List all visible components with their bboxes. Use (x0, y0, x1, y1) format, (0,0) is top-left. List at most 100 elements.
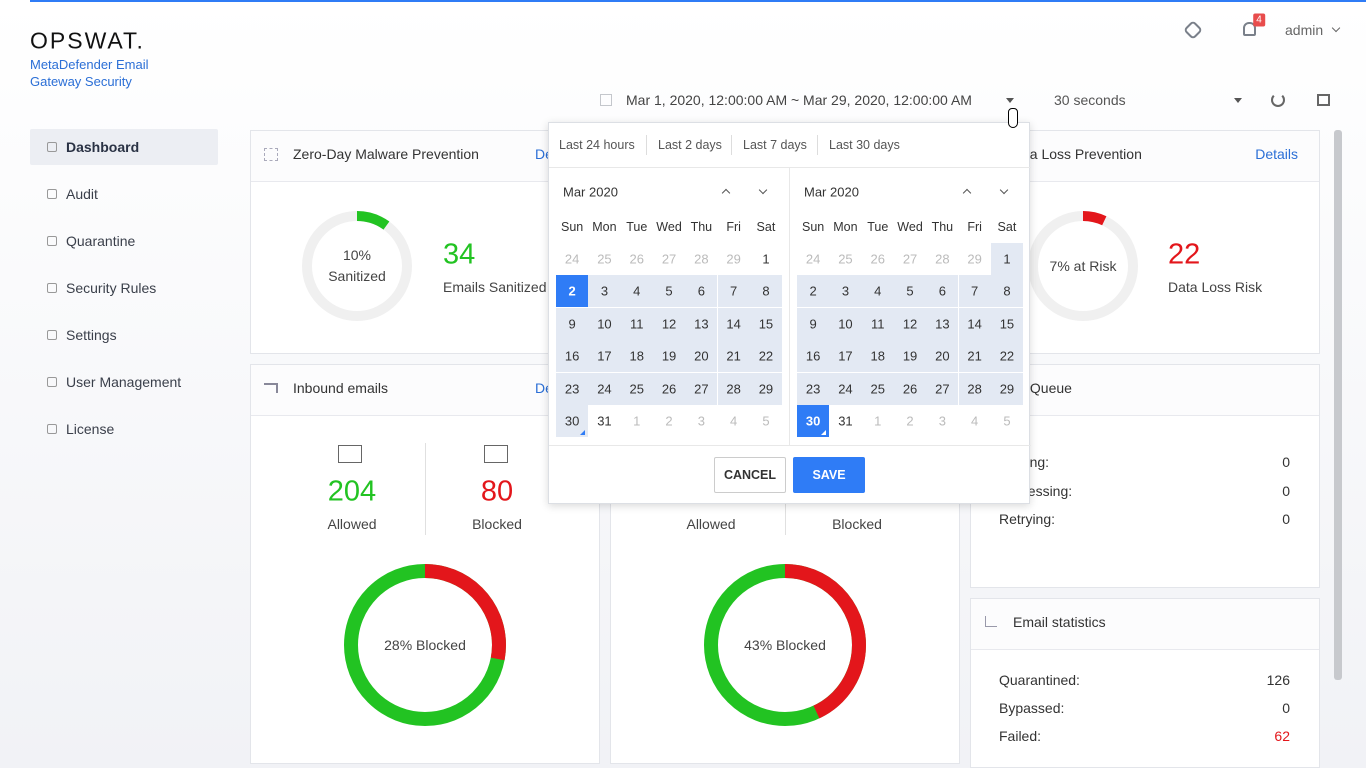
day[interactable]: 11 (871, 316, 885, 332)
day[interactable]: 27 (694, 381, 709, 397)
day[interactable]: 29 (999, 381, 1015, 397)
cancel-label[interactable]: CANCEL (723, 468, 777, 482)
day[interactable]: 27 (661, 251, 677, 267)
save-label[interactable]: SAVE (812, 468, 846, 482)
day[interactable]: 30 (805, 413, 821, 429)
day[interactable]: 22 (758, 348, 774, 364)
day[interactable]: 1 (633, 413, 641, 429)
preset[interactable]: Last 30 days (829, 138, 900, 152)
day[interactable]: 19 (661, 348, 677, 364)
user-menu[interactable]: admin (1285, 22, 1324, 38)
day[interactable]: 29 (967, 251, 982, 267)
day[interactable]: 24 (838, 381, 853, 397)
day[interactable]: 6 (697, 283, 705, 299)
day[interactable]: 10 (597, 316, 612, 332)
day[interactable]: 23 (805, 381, 821, 397)
day[interactable]: 21 (726, 348, 741, 364)
day[interactable]: 4 (633, 283, 641, 299)
day[interactable]: 12 (902, 316, 918, 332)
nav-item[interactable]: Dashboard (66, 139, 140, 155)
day[interactable]: 9 (809, 316, 817, 332)
day[interactable]: 31 (597, 413, 612, 429)
day[interactable]: 5 (762, 413, 770, 429)
day[interactable]: 26 (661, 381, 677, 397)
day[interactable]: 24 (564, 251, 580, 267)
day[interactable]: 4 (971, 413, 979, 429)
day[interactable]: 1 (762, 251, 770, 267)
day[interactable]: 20 (935, 348, 950, 364)
nav-item[interactable]: Security Rules (66, 280, 157, 296)
nav-item[interactable]: License (66, 421, 115, 437)
nav-item[interactable]: Quarantine (66, 233, 136, 249)
day[interactable]: 19 (902, 348, 918, 364)
day[interactable]: 28 (967, 381, 982, 397)
day[interactable]: 14 (726, 316, 741, 332)
day[interactable]: 25 (870, 381, 885, 397)
day[interactable]: 25 (597, 251, 612, 267)
preset[interactable]: Last 2 days (658, 138, 722, 152)
day[interactable]: 29 (726, 251, 741, 267)
day[interactable]: 28 (694, 251, 709, 267)
day[interactable]: 12 (661, 316, 677, 332)
day[interactable]: 27 (902, 251, 918, 267)
day[interactable]: 2 (568, 283, 576, 299)
day[interactable]: 2 (809, 283, 817, 299)
day[interactable]: 25 (629, 381, 644, 397)
day[interactable]: 18 (870, 348, 885, 364)
day[interactable]: 18 (629, 348, 644, 364)
day[interactable]: 28 (935, 251, 950, 267)
save-button[interactable] (793, 457, 865, 493)
day[interactable]: 22 (999, 348, 1015, 364)
day[interactable]: 15 (758, 316, 774, 332)
day[interactable]: 7 (730, 283, 738, 299)
day[interactable]: 16 (805, 348, 821, 364)
day[interactable]: 30 (564, 413, 580, 429)
day[interactable]: 5 (1003, 413, 1011, 429)
day[interactable]: 8 (1003, 283, 1011, 299)
nav-item[interactable]: Audit (66, 186, 98, 202)
day[interactable]: 1 (1003, 251, 1011, 267)
unlink-icon[interactable] (1183, 20, 1203, 40)
next-month[interactable] (999, 185, 1009, 195)
day[interactable]: 17 (838, 348, 853, 364)
day[interactable]: 11 (630, 316, 644, 332)
prev-month[interactable] (962, 188, 972, 198)
cancel-button[interactable] (714, 457, 786, 493)
nav-item[interactable]: Settings (66, 327, 117, 343)
day[interactable]: 3 (600, 283, 609, 299)
day[interactable]: 4 (730, 413, 738, 429)
prev-month[interactable] (721, 188, 731, 198)
day[interactable]: 31 (838, 413, 853, 429)
date-range[interactable]: Mar 1, 2020, 12:00:00 AM ~ Mar 29, 2020,… (626, 92, 972, 108)
day[interactable]: 29 (758, 381, 774, 397)
day[interactable]: 9 (568, 316, 576, 332)
next-month[interactable] (758, 185, 768, 195)
day[interactable]: 23 (564, 381, 580, 397)
day[interactable]: 8 (762, 283, 770, 299)
day[interactable]: 7 (971, 283, 979, 299)
day[interactable]: 24 (597, 381, 612, 397)
day[interactable]: 17 (597, 348, 612, 364)
day[interactable]: 2 (906, 413, 914, 429)
day[interactable]: 26 (902, 381, 918, 397)
day[interactable]: 14 (967, 316, 982, 332)
day[interactable]: 13 (935, 316, 950, 332)
day[interactable]: 28 (726, 381, 741, 397)
day[interactable]: 21 (967, 348, 982, 364)
nav-item[interactable]: User Management (66, 374, 182, 390)
preset[interactable]: Last 24 hours (559, 138, 635, 152)
day[interactable]: 15 (999, 316, 1015, 332)
refresh-interval[interactable]: 30 seconds (1054, 92, 1126, 108)
details-link[interactable]: Details (1255, 146, 1298, 162)
day[interactable]: 5 (665, 283, 673, 299)
edit-button[interactable] (1317, 94, 1330, 106)
day[interactable]: 6 (938, 283, 946, 299)
day[interactable]: 20 (694, 348, 709, 364)
day[interactable]: 27 (935, 381, 950, 397)
preset[interactable]: Last 7 days (743, 138, 807, 152)
day[interactable]: 16 (564, 348, 580, 364)
day[interactable]: 10 (838, 316, 853, 332)
day[interactable]: 25 (838, 251, 853, 267)
day[interactable]: 4 (874, 283, 882, 299)
bell-icon[interactable] (1243, 22, 1256, 36)
